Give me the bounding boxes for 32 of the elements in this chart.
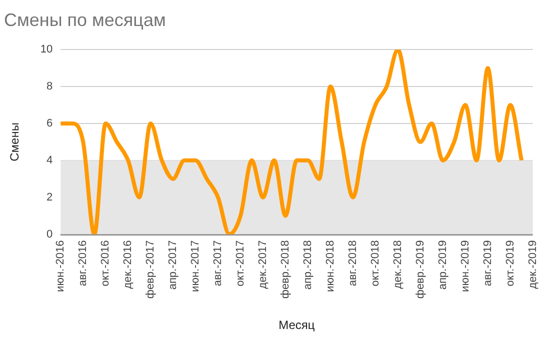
- chart-title: Смены по месяцам: [4, 10, 166, 30]
- x-tick-label: окт.-2018: [369, 240, 382, 286]
- x-tick-label: июн.-2019: [459, 240, 472, 292]
- x-tick-label: авг.-2017: [212, 240, 224, 286]
- x-tick-label: февр.-2019: [414, 240, 426, 299]
- x-tick-label: апр.-2018: [302, 240, 314, 290]
- y-tick-label: 2: [46, 191, 53, 204]
- x-tick-label: апр.-2017: [167, 240, 180, 290]
- y-tick-label: 4: [46, 154, 53, 166]
- line-series: [58, 50, 524, 234]
- x-tick-label: дек.-2017: [257, 240, 270, 289]
- x-tick-label: апр.-2019: [436, 240, 449, 290]
- x-tick-label: окт.-2017: [234, 240, 247, 286]
- x-axis-title: Месяц: [278, 318, 315, 332]
- x-tick-label: окт.-2016: [100, 240, 112, 286]
- y-axis-title: Смены: [8, 122, 22, 162]
- x-tick-label: дек.-2019: [526, 240, 539, 289]
- x-tick-label: июн.-2017: [190, 240, 202, 292]
- y-tick-label: 10: [40, 44, 53, 56]
- y-tick-label: 6: [46, 118, 53, 130]
- x-tick-label: дек.-2016: [122, 240, 134, 289]
- x-tick-label: авг.-2018: [346, 240, 359, 286]
- x-tick-label: июн.-2018: [324, 240, 336, 292]
- x-tick-label: февр.-2018: [280, 240, 292, 299]
- x-tick-label: дек.-2018: [392, 240, 404, 289]
- x-tick-label: февр.-2017: [144, 240, 157, 299]
- y-tick-label: 8: [46, 80, 53, 93]
- x-tick-label: июн.-2016: [54, 240, 67, 292]
- y-tick-label: 0: [46, 228, 53, 240]
- x-tick-label: окт.-2019: [504, 240, 516, 286]
- x-tick-label: авг.-2016: [77, 240, 90, 286]
- x-tick-label: авг.-2019: [482, 240, 494, 286]
